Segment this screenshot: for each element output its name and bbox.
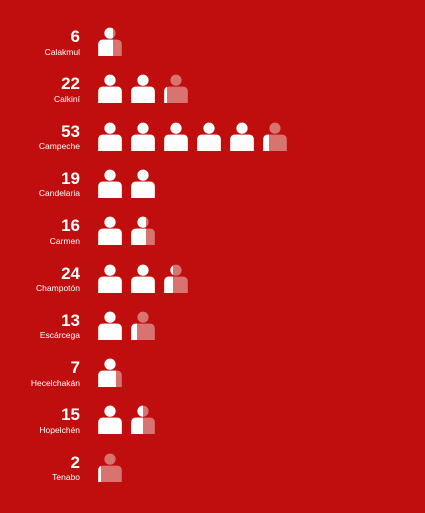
icon-row: [95, 215, 161, 253]
row-label: Calakmul: [44, 46, 80, 57]
person-icon: [230, 122, 254, 151]
person-icon: [131, 169, 155, 198]
icon-row-svg: [98, 453, 122, 482]
person-icon: [98, 453, 122, 482]
icon-row: [95, 73, 194, 111]
row-value: 15: [61, 405, 80, 425]
person-icon: [164, 264, 188, 293]
person-icon: [98, 169, 122, 198]
person-icon: [98, 264, 122, 293]
person-icon: [98, 311, 122, 340]
person-icon: [197, 122, 221, 151]
person-icon: [131, 405, 155, 435]
icon-row-svg: [98, 74, 188, 104]
icon-row-svg: [98, 122, 287, 151]
row-value: 7: [70, 358, 80, 378]
icon-row: [95, 168, 161, 206]
person-icon: [98, 358, 122, 388]
row-value: 22: [61, 74, 80, 94]
person-icon: [131, 216, 155, 246]
person-icon: [131, 122, 155, 151]
row-label: Escárcega: [39, 330, 80, 341]
row-value: 2: [70, 452, 80, 472]
icon-row-svg: [98, 405, 155, 435]
row-label: Hopelchén: [39, 424, 80, 435]
icon-row: [95, 404, 161, 442]
row-label: Candelaria: [38, 188, 80, 199]
person-icon: [98, 405, 122, 435]
row-label: Hecelchakán: [30, 377, 80, 388]
row-label: Campeche: [38, 141, 80, 152]
row-label: Tenabo: [52, 472, 80, 483]
row-value: 19: [61, 168, 80, 188]
icon-row: [95, 263, 194, 301]
row-value: 6: [70, 27, 80, 46]
row-value: 24: [61, 263, 80, 283]
icon-row-svg: [98, 358, 122, 388]
person-icon: [131, 74, 155, 104]
icon-row: [95, 357, 128, 395]
icon-row-svg: [98, 216, 155, 246]
person-icon: [98, 216, 122, 246]
row-value: 13: [61, 310, 80, 330]
person-icon: [263, 122, 287, 151]
person-icon: [131, 264, 155, 293]
icon-row: [95, 121, 293, 159]
row-label: Carmen: [49, 235, 80, 246]
icon-row-svg: [98, 264, 188, 293]
row-value: 16: [61, 216, 80, 236]
person-icon: [98, 27, 122, 56]
person-icon: [98, 74, 122, 104]
icon-row-svg: [98, 169, 155, 198]
person-icon: [131, 311, 155, 340]
icon-row-svg: [98, 27, 122, 56]
icon-row: [95, 26, 128, 64]
icon-row: [95, 452, 128, 490]
icon-row-svg: [98, 311, 155, 340]
row-label: Calkiní: [54, 93, 80, 104]
row-value: 53: [61, 121, 80, 141]
person-icon: [164, 122, 188, 151]
icon-row: [95, 310, 161, 348]
person-icon: [98, 122, 122, 151]
row-label: Champotón: [36, 283, 80, 293]
person-icon: [164, 74, 188, 104]
